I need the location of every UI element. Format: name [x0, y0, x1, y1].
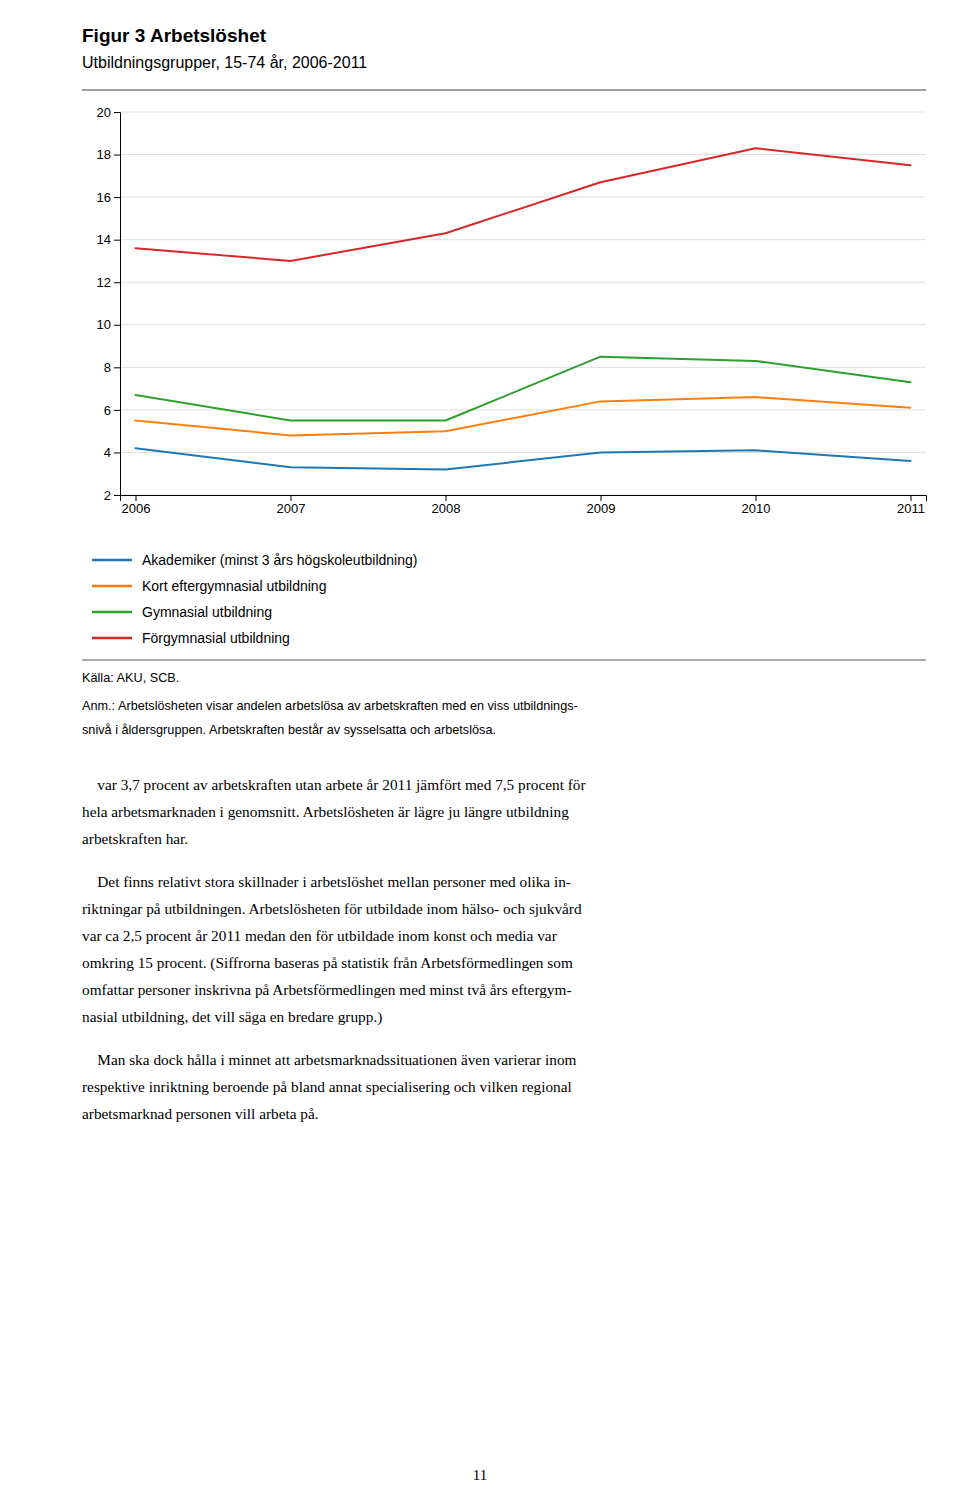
tick-label: 2009: [587, 501, 616, 516]
tick-label: 2006: [122, 501, 151, 516]
body-text: riktningar på utbildningen. Arbetslöshet…: [82, 900, 582, 917]
tick-label: 2007: [277, 501, 306, 516]
tick-mark: [114, 495, 120, 496]
tick: 8: [104, 360, 120, 375]
tick: 2009: [587, 495, 616, 516]
tick-label: 16: [97, 190, 111, 205]
tick-mark: [114, 452, 120, 453]
tick-label: 14: [97, 232, 111, 247]
grid-line: [120, 282, 926, 283]
legend-label: Förgymnasial utbildning: [142, 630, 290, 646]
tick-label: 20: [97, 105, 111, 120]
series-line: [136, 448, 911, 469]
body-text: respektive inriktning beroende på bland …: [82, 1078, 572, 1095]
body-text: omkring 15 procent. (Siffrorna baseras p…: [82, 954, 573, 972]
tick: 2006: [122, 495, 151, 516]
tick-mark: [114, 112, 120, 113]
title: Figur 3 Arbetslöshet: [82, 25, 267, 46]
tick-label: 4: [104, 445, 111, 460]
tick-label: 6: [104, 403, 111, 418]
tick-label: 18: [97, 147, 111, 162]
annotations: Källa: AKU, SCB. Anm.: Arbetslösheten vis…: [82, 671, 586, 1483]
tick: 2010: [742, 495, 771, 516]
legend-swatch: [92, 611, 132, 614]
tick: 20: [97, 105, 120, 120]
body-text: Det finns relativt stora skillnader i ar…: [82, 873, 571, 890]
tick-label: 2008: [432, 501, 461, 516]
tick: 16: [97, 190, 120, 205]
grid-line: [120, 239, 926, 240]
series-line: [136, 397, 911, 435]
tick: 18: [97, 147, 120, 162]
tick-mark: [114, 282, 120, 283]
tick-label: 8: [104, 360, 111, 375]
tick: 2008: [432, 495, 461, 516]
tick: 2011: [897, 495, 925, 516]
body-text: Man ska dock hålla i minnet att arbetsma…: [82, 1051, 577, 1068]
body-text: var 3,7 procent av arbetskraften utan ar…: [82, 776, 586, 793]
separator: [82, 89, 926, 90]
legend-label: Kort eftergymnasial utbildning: [142, 578, 326, 594]
tick-mark: [136, 495, 137, 501]
tick-mark: [114, 240, 120, 241]
series-line: [136, 357, 911, 421]
legend: Akademiker (minst 3 års högskoleutbildni…: [92, 552, 417, 646]
tick-mark: [446, 495, 447, 501]
body-text: hela arbetsmarknaden i genomsnitt. Arbet…: [82, 803, 569, 820]
tick-label: 2: [104, 488, 111, 503]
tick-mark: [114, 155, 120, 156]
grid-line: [120, 197, 926, 198]
tick-mark: [291, 495, 292, 501]
body-text: arbetsmarknad personen vill arbeta på.: [82, 1105, 319, 1122]
grid-line: [120, 112, 926, 113]
subtitle: Utbildningsgrupper, 15-74 år, 2006-2011: [82, 54, 367, 71]
tick: 2: [104, 488, 120, 503]
body-text: var ca 2,5 procent år 2011 medan den för…: [82, 927, 557, 944]
legend-swatch: [92, 637, 132, 640]
grid-line: [120, 409, 926, 410]
tick: 2007: [277, 495, 306, 516]
y-axis: 2 4 6 8 10 12 14 16 18 20: [97, 105, 121, 503]
note: snivå i åldersgruppen. Arbetskraften bes…: [82, 723, 496, 737]
tick-mark: [756, 495, 757, 501]
tick: 12: [97, 275, 120, 290]
series-line: [136, 148, 911, 261]
grid: [120, 112, 926, 495]
tick-mark: [601, 495, 602, 501]
body-text: nasial utbildning, det vill säga en bred…: [82, 1008, 382, 1026]
source: Källa: AKU, SCB.: [82, 671, 179, 685]
axis-line: [114, 113, 121, 496]
tick-label: 2010: [742, 501, 771, 516]
legend-swatch: [92, 559, 132, 562]
tick-mark: [114, 410, 120, 411]
legend-label: Gymnasial utbildning: [142, 604, 272, 620]
tick: 14: [97, 232, 120, 247]
page: Figur 3 Arbetslöshet Utbildningsgrupper, …: [0, 0, 960, 1504]
tick-mark: [114, 325, 120, 326]
tick: 4: [104, 445, 120, 460]
tick-mark: [911, 495, 912, 501]
tick-label: 10: [97, 317, 111, 332]
legend-label: Akademiker (minst 3 års högskoleutbildni…: [142, 552, 417, 568]
x-axis: 2006 2007 2008 2009 2010 2011: [121, 495, 927, 516]
lines: [136, 148, 911, 469]
page-number: 11: [473, 1467, 487, 1483]
tick-mark: [114, 367, 120, 368]
legend-swatch: [92, 585, 132, 588]
tick-label: 2011: [897, 501, 925, 516]
note: Anm.: Arbetslösheten visar andelen arbet…: [82, 699, 578, 713]
tick: 10: [97, 317, 120, 332]
body-text: omfattar personer inskrivna på Arbetsför…: [82, 981, 572, 998]
body-text: arbetskraften har.: [82, 830, 188, 847]
tick-mark: [114, 197, 120, 198]
tick: 6: [104, 403, 120, 418]
chart: 2006 2007 2008 2009 2010 2011 2 4 6 8 10 12 14 16 18 20: [97, 105, 927, 517]
axis-line: [121, 496, 927, 502]
tick-label: 12: [97, 275, 111, 290]
separator: [82, 660, 926, 661]
grid-line: [120, 324, 926, 325]
